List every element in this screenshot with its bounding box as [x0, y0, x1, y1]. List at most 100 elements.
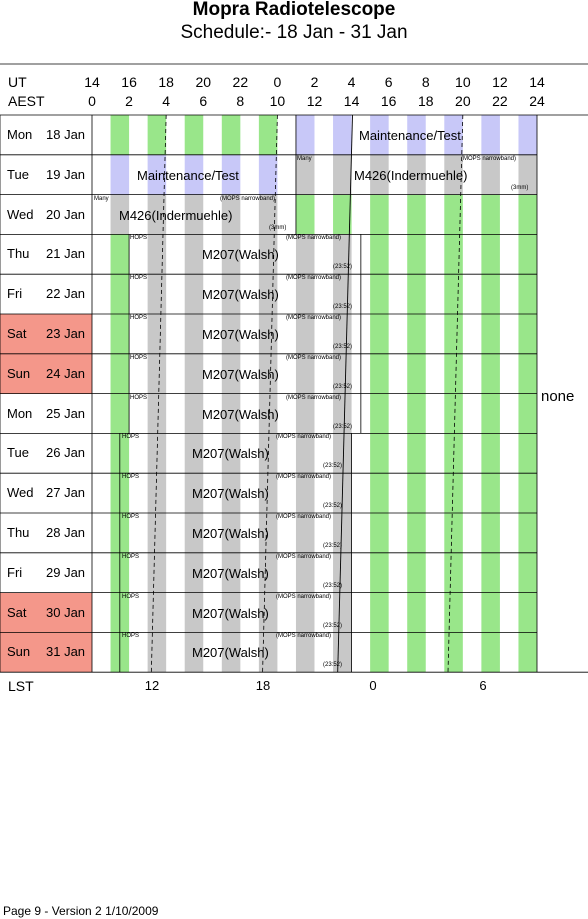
green-band: [481, 433, 500, 474]
ut-hour-label: 14: [529, 74, 545, 90]
hops-note: HOPS: [130, 315, 148, 321]
grey-band: [221, 274, 241, 314]
time-note: (23:52): [333, 423, 353, 430]
grey-band: [184, 194, 204, 235]
aest-hour-label: 8: [236, 93, 245, 109]
green-band: [370, 314, 389, 354]
many-note: Many: [94, 195, 109, 202]
mops-note: (MOPS narrowband): [276, 633, 332, 640]
aest-hour-label: 4: [162, 93, 171, 109]
m207-label: M207(Walsh): [192, 605, 269, 621]
green-band: [518, 194, 537, 235]
weekend-highlight: [0, 632, 92, 673]
day-date: 26 Jan: [46, 445, 86, 461]
green-band: [444, 353, 463, 394]
hops-note: HOPS: [122, 474, 140, 481]
green-band: [444, 234, 463, 275]
lavender-band: [444, 115, 463, 155]
grey-band: [221, 632, 241, 673]
lst-0-line: [337, 114, 353, 673]
hops-note: HOPS: [130, 275, 148, 282]
grey-band: [221, 552, 241, 593]
day-date: 29 Jan: [46, 564, 86, 580]
hops-note: HOPS: [122, 593, 140, 600]
green-band: [370, 552, 389, 593]
grey-band: [184, 552, 204, 593]
green-band: [444, 393, 463, 434]
grey-band: [221, 473, 241, 513]
ut-hour-label: 4: [347, 74, 356, 90]
grey-band: [221, 314, 241, 354]
aest-hour-label: 16: [380, 93, 397, 109]
lst-tick-label: 12: [144, 678, 160, 693]
lst-12-line: [150, 114, 167, 673]
green-band: [370, 393, 389, 434]
green-band: [370, 274, 389, 314]
grey-band: [295, 393, 315, 434]
green-band: [518, 353, 537, 394]
mops-note: (MOPS narrowband): [276, 434, 332, 441]
ut-hour-label: 16: [121, 74, 137, 90]
lst-tick-label: 0: [369, 678, 377, 693]
m207-label: M207(Walsh): [202, 247, 279, 263]
m207-label: M207(Walsh): [202, 327, 279, 342]
grey-band: [258, 353, 278, 394]
footer-text: Page 9 - Version 2 1/10/2009: [3, 904, 159, 918]
m426-label: M426(Indermuehle): [354, 167, 468, 183]
grey-band: [184, 234, 204, 275]
grey-band: [184, 274, 204, 314]
green-band: [444, 592, 463, 633]
green-band: [481, 314, 500, 354]
m207-label: M207(Walsh): [192, 565, 269, 581]
green-band: [481, 592, 500, 633]
grey-band: [295, 513, 315, 553]
grey-band: [147, 314, 167, 354]
day-date: 19 Jan: [46, 166, 86, 182]
aest-hour-label: 2: [125, 93, 133, 109]
grey-band: [333, 513, 352, 553]
grey-band: [221, 194, 241, 235]
green-band: [370, 473, 389, 513]
grey-band: [221, 592, 241, 633]
day-name: Fri: [7, 564, 23, 580]
grey-band: [333, 274, 352, 314]
green-band: [370, 433, 389, 474]
grey-band: [184, 433, 204, 474]
green-band: [444, 632, 463, 673]
grey-band: [295, 353, 315, 394]
aest-hour-label: 22: [492, 93, 508, 109]
grey-band: [147, 274, 167, 314]
green-band: [407, 632, 426, 673]
green-band: [407, 552, 426, 593]
hops-note: HOPS: [122, 434, 140, 441]
grey-band: [147, 194, 167, 235]
m207-label: M207(Walsh): [202, 406, 279, 422]
green-band: [110, 393, 130, 434]
green-band: [370, 632, 389, 673]
grey-band: [110, 194, 130, 235]
grey-band: [258, 314, 278, 354]
aest-hour-label: 18: [417, 93, 434, 109]
grey-band: [518, 154, 537, 195]
day-date: 23 Jan: [46, 326, 86, 341]
m207-label: M207(Walsh): [192, 446, 269, 462]
page-subtitle: Schedule:- 18 Jan - 31 Jan: [180, 22, 408, 43]
m207-label: M207(Walsh): [192, 486, 269, 502]
green-band: [444, 314, 463, 354]
grey-band: [184, 632, 204, 673]
green-band: [407, 433, 426, 474]
m207-label: M207(Walsh): [192, 526, 269, 541]
ut-hour-label: 18: [158, 74, 174, 90]
time-note: (23:52): [333, 264, 353, 271]
day-date: 22 Jan: [46, 286, 86, 302]
lavender-band: [258, 154, 278, 195]
weekend-highlight: [0, 592, 92, 633]
mops-note: (MOPS narrowband): [276, 593, 332, 600]
ut-hour-label: 22: [232, 74, 249, 90]
mops-note: (MOPS narrowband): [276, 474, 332, 481]
ut-hour-label: 14: [84, 74, 100, 90]
time-note: (23:52): [333, 344, 353, 350]
lst-6-line: [447, 114, 464, 673]
green-band: [110, 274, 130, 314]
